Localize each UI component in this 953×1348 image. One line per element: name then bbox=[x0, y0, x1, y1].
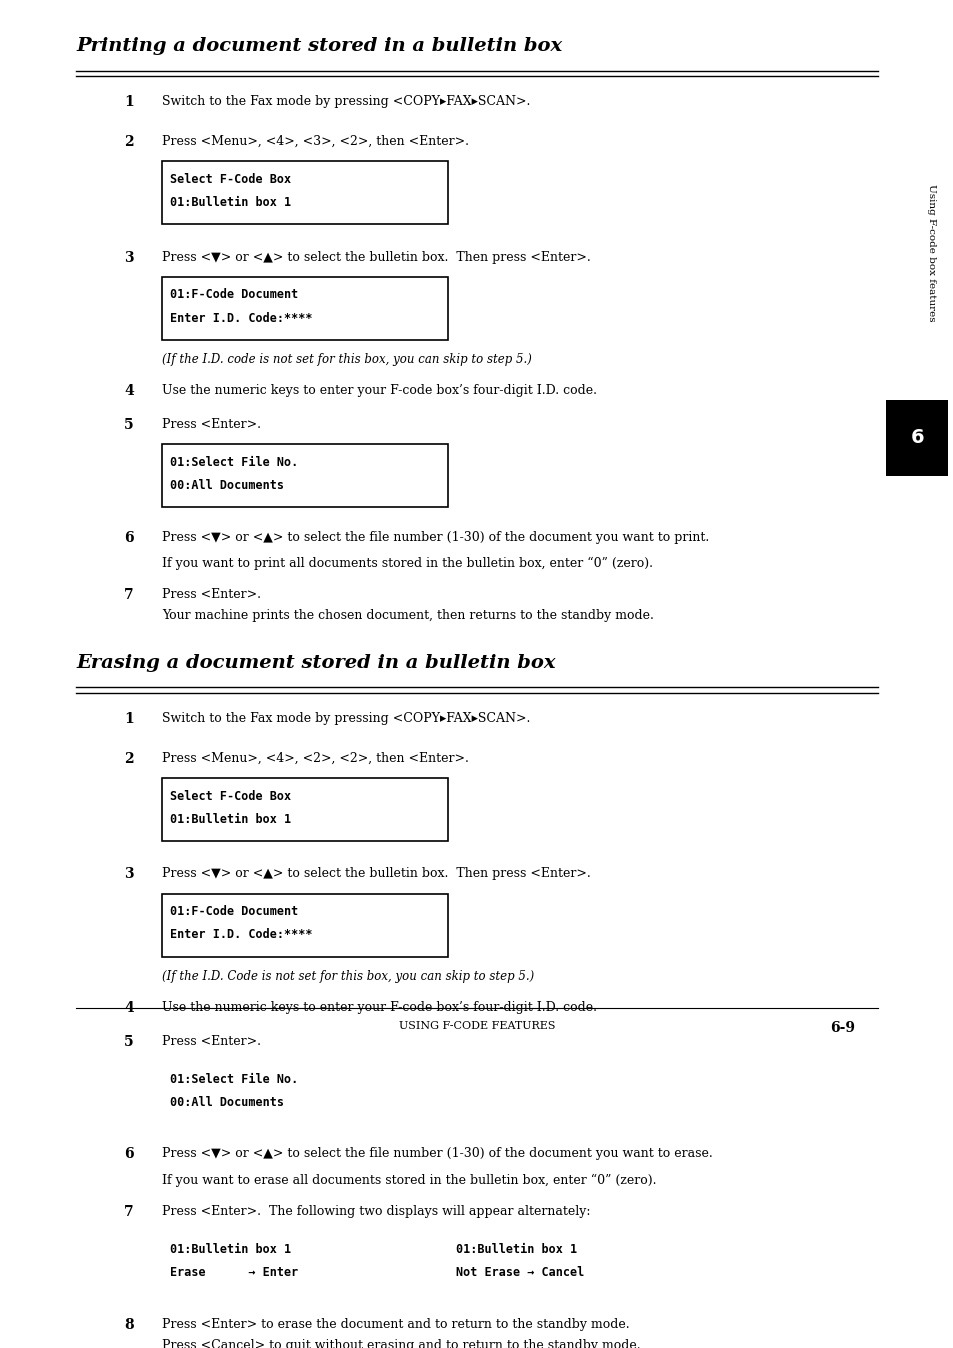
Text: USING F-CODE FEATURES: USING F-CODE FEATURES bbox=[398, 1020, 555, 1031]
Text: Printing a document stored in a bulletin box: Printing a document stored in a bulletin… bbox=[76, 36, 562, 55]
Text: 6: 6 bbox=[910, 429, 923, 448]
Text: 00:All Documents: 00:All Documents bbox=[170, 479, 283, 492]
Text: 01:Select File No.: 01:Select File No. bbox=[170, 456, 297, 469]
FancyBboxPatch shape bbox=[162, 160, 448, 224]
Text: 01:Bulletin box 1: 01:Bulletin box 1 bbox=[170, 813, 291, 826]
Text: 6: 6 bbox=[124, 531, 133, 545]
FancyBboxPatch shape bbox=[162, 445, 448, 507]
FancyBboxPatch shape bbox=[885, 400, 947, 476]
FancyBboxPatch shape bbox=[448, 1232, 743, 1295]
Text: 1: 1 bbox=[124, 94, 133, 109]
Text: Switch to the Fax mode by pressing <COPY▸FAX▸SCAN>.: Switch to the Fax mode by pressing <COPY… bbox=[162, 94, 530, 108]
Text: Select F-Code Box: Select F-Code Box bbox=[170, 173, 291, 186]
Text: Erasing a document stored in a bulletin box: Erasing a document stored in a bulletin … bbox=[76, 654, 556, 671]
Text: 1: 1 bbox=[124, 712, 133, 725]
Text: Use the numeric keys to enter your F-code box’s four-digit I.D. code.: Use the numeric keys to enter your F-cod… bbox=[162, 1002, 597, 1014]
Text: (If the I.D. Code is not set for this box, you can skip to step 5.): (If the I.D. Code is not set for this bo… bbox=[162, 969, 534, 983]
Text: Press <▼> or <▲> to select the bulletin box.  Then press <Enter>.: Press <▼> or <▲> to select the bulletin … bbox=[162, 251, 590, 264]
Text: 3: 3 bbox=[124, 867, 133, 882]
Text: Press <▼> or <▲> to select the file number (1-30) of the document you want to er: Press <▼> or <▲> to select the file numb… bbox=[162, 1147, 712, 1161]
Text: Erase      → Enter: Erase → Enter bbox=[170, 1266, 297, 1279]
Text: 5: 5 bbox=[124, 1035, 133, 1049]
Text: 01:Bulletin box 1: 01:Bulletin box 1 bbox=[170, 195, 291, 209]
Text: 5: 5 bbox=[124, 418, 133, 431]
Text: Select F-Code Box: Select F-Code Box bbox=[170, 790, 291, 802]
Text: 01:Select File No.: 01:Select File No. bbox=[170, 1073, 297, 1085]
Text: Press <▼> or <▲> to select the bulletin box.  Then press <Enter>.: Press <▼> or <▲> to select the bulletin … bbox=[162, 867, 590, 880]
Text: 4: 4 bbox=[124, 1002, 133, 1015]
Text: If you want to print all documents stored in the bulletin box, enter “0” (zero).: If you want to print all documents store… bbox=[162, 557, 653, 570]
Text: Not Erase → Cancel: Not Erase → Cancel bbox=[456, 1266, 583, 1279]
Text: Switch to the Fax mode by pressing <COPY▸FAX▸SCAN>.: Switch to the Fax mode by pressing <COPY… bbox=[162, 712, 530, 725]
Text: Use the numeric keys to enter your F-code box’s four-digit I.D. code.: Use the numeric keys to enter your F-cod… bbox=[162, 384, 597, 398]
Text: If you want to erase all documents stored in the bulletin box, enter “0” (zero).: If you want to erase all documents store… bbox=[162, 1174, 656, 1188]
Text: Press <Cancel> to quit without erasing and to return to the standby mode.: Press <Cancel> to quit without erasing a… bbox=[162, 1339, 640, 1348]
Text: Your machine prints the chosen document, then returns to the standby mode.: Your machine prints the chosen document,… bbox=[162, 609, 654, 623]
Text: 4: 4 bbox=[124, 384, 133, 398]
FancyBboxPatch shape bbox=[162, 1061, 448, 1124]
Text: 7: 7 bbox=[124, 589, 133, 603]
Text: 6-9: 6-9 bbox=[829, 1020, 854, 1035]
Text: 3: 3 bbox=[124, 251, 133, 264]
Text: Enter I.D. Code:****: Enter I.D. Code:**** bbox=[170, 311, 312, 325]
Text: 00:All Documents: 00:All Documents bbox=[170, 1096, 283, 1109]
Text: Press <Enter>.: Press <Enter>. bbox=[162, 418, 261, 431]
Text: Press <Enter>.: Press <Enter>. bbox=[162, 1035, 261, 1047]
FancyBboxPatch shape bbox=[162, 276, 448, 340]
Text: Press <Enter> to erase the document and to return to the standby mode.: Press <Enter> to erase the document and … bbox=[162, 1318, 629, 1330]
Text: Press <▼> or <▲> to select the file number (1-30) of the document you want to pr: Press <▼> or <▲> to select the file numb… bbox=[162, 531, 709, 543]
Text: 7: 7 bbox=[124, 1205, 133, 1220]
Text: 2: 2 bbox=[124, 752, 133, 766]
Text: 01:Bulletin box 1: 01:Bulletin box 1 bbox=[170, 1243, 291, 1256]
FancyBboxPatch shape bbox=[162, 1232, 429, 1295]
Text: 01:Bulletin box 1: 01:Bulletin box 1 bbox=[456, 1243, 577, 1256]
Text: 01:F-Code Document: 01:F-Code Document bbox=[170, 288, 297, 302]
Text: Enter I.D. Code:****: Enter I.D. Code:**** bbox=[170, 929, 312, 941]
Text: Press <Menu>, <4>, <2>, <2>, then <Enter>.: Press <Menu>, <4>, <2>, <2>, then <Enter… bbox=[162, 752, 469, 764]
Text: 8: 8 bbox=[124, 1318, 133, 1332]
Text: 01:F-Code Document: 01:F-Code Document bbox=[170, 906, 297, 918]
Text: (If the I.D. code is not set for this box, you can skip to step 5.): (If the I.D. code is not set for this bo… bbox=[162, 353, 532, 365]
Text: Using F-code box features: Using F-code box features bbox=[925, 183, 935, 321]
Text: 6: 6 bbox=[124, 1147, 133, 1162]
FancyBboxPatch shape bbox=[162, 894, 448, 957]
Text: 2: 2 bbox=[124, 135, 133, 148]
FancyBboxPatch shape bbox=[162, 778, 448, 841]
Text: Press <Enter>.: Press <Enter>. bbox=[162, 589, 261, 601]
Text: Press <Menu>, <4>, <3>, <2>, then <Enter>.: Press <Menu>, <4>, <3>, <2>, then <Enter… bbox=[162, 135, 469, 148]
Text: Press <Enter>.  The following two displays will appear alternately:: Press <Enter>. The following two display… bbox=[162, 1205, 590, 1219]
